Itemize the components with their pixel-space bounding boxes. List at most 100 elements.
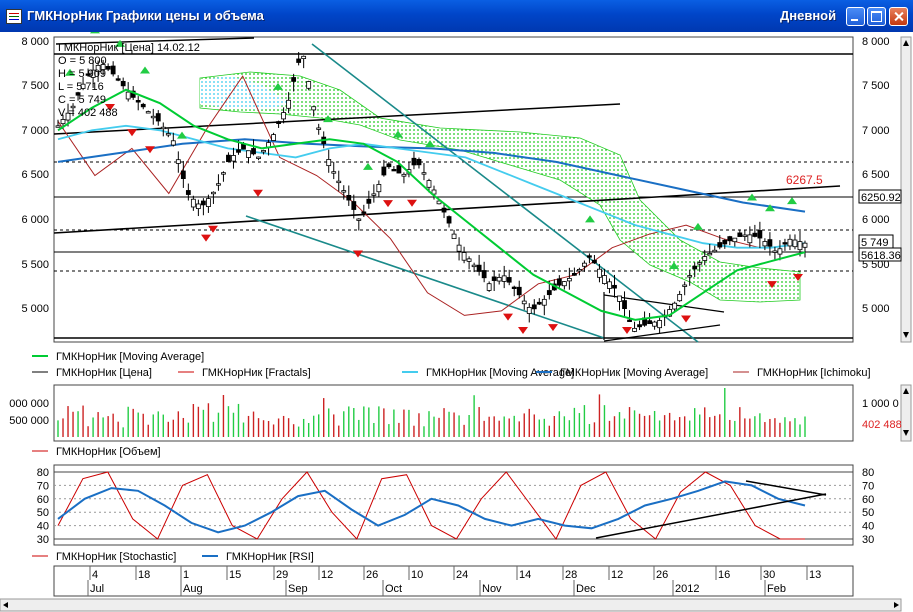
scroll-up-icon[interactable] xyxy=(903,40,909,46)
candle-body xyxy=(110,65,116,75)
close-button[interactable] xyxy=(889,7,908,26)
fractal-up-icon xyxy=(787,197,797,205)
candlestick-series xyxy=(55,52,808,334)
candle-body xyxy=(592,259,597,264)
volume-bars xyxy=(57,388,806,437)
candle-body xyxy=(301,55,307,59)
fractal-up-icon xyxy=(363,162,373,170)
scroll-right-icon[interactable] xyxy=(894,602,899,608)
candle-body xyxy=(647,320,652,325)
fractal-up-icon xyxy=(425,140,435,148)
candle-body xyxy=(506,277,512,283)
legend-ichimoku[interactable]: ГМКНорНик [Ichimoku] xyxy=(757,367,871,379)
day-label: 30 xyxy=(763,569,775,581)
candle-body xyxy=(672,302,678,310)
candle-body xyxy=(70,105,76,109)
legend-fractals[interactable]: ГМКНорНик [Fractals] xyxy=(202,367,311,379)
period-label[interactable]: Дневной xyxy=(780,8,837,23)
close-value: C = 5 749 xyxy=(58,94,106,106)
candle-body xyxy=(722,239,728,245)
price-tick: 5 500 xyxy=(862,259,890,271)
legend-rsi[interactable]: ГМКНорНик [RSI] xyxy=(226,551,314,563)
candle-body xyxy=(120,80,126,87)
volume-scrollbar[interactable] xyxy=(900,384,912,442)
maximize-button[interactable] xyxy=(867,7,886,26)
high-value: H = 5 909 xyxy=(58,68,106,80)
legend-stochastic[interactable]: ГМКНорНик [Stochastic] xyxy=(56,551,176,563)
fractal-down-icon xyxy=(383,200,393,208)
fractal-up-icon xyxy=(393,130,403,138)
candle-body xyxy=(256,156,261,159)
candle-body xyxy=(296,58,302,63)
osc-tick: 60 xyxy=(37,494,49,506)
candle-body xyxy=(140,103,146,108)
chart-canvas[interactable]: ГМКНорНик [Цена] 14.02.12 O = 5 800 H = … xyxy=(0,32,913,612)
candle-body xyxy=(476,264,482,272)
candle-body xyxy=(431,189,437,195)
osc-tick: 30 xyxy=(862,534,874,546)
candle-body xyxy=(351,201,357,210)
candle-body xyxy=(221,172,226,175)
candle-body xyxy=(597,268,602,278)
scroll-left-icon[interactable] xyxy=(3,602,8,608)
candle-body xyxy=(461,252,467,261)
legend-cyan-ma[interactable]: ГМКНорНик [Moving Average] xyxy=(426,367,574,379)
fractal-markers xyxy=(65,32,803,334)
candle-body xyxy=(135,100,141,103)
osc-tick: 70 xyxy=(37,480,49,492)
oscillator-grid xyxy=(54,471,853,540)
candle-body xyxy=(757,230,763,239)
fractal-down-icon xyxy=(681,315,691,323)
price-scrollbar[interactable] xyxy=(900,36,912,343)
candle-body xyxy=(165,133,171,136)
candle-body xyxy=(486,283,492,291)
rsi-trendline-down xyxy=(745,480,827,496)
candle-body xyxy=(541,298,547,306)
candle-body xyxy=(366,198,372,204)
candle-body xyxy=(211,191,216,195)
candle-body xyxy=(446,216,452,224)
scroll-down-icon[interactable] xyxy=(903,332,909,338)
candle-body xyxy=(802,242,808,248)
minimize-button[interactable] xyxy=(846,7,865,26)
candle-body xyxy=(401,173,407,177)
legend-green-ma[interactable]: ГМКНорНик [Moving Average] xyxy=(56,351,204,363)
volume-scroll-up-icon[interactable] xyxy=(903,388,909,394)
legend-blue-ma[interactable]: ГМКНорНик [Moving Average] xyxy=(560,367,708,379)
candle-body xyxy=(516,286,522,296)
horizontal-scrollbar[interactable] xyxy=(0,598,902,612)
trend-lines xyxy=(53,37,841,343)
candle-body xyxy=(762,241,768,247)
last-label-6250: 6250.92 xyxy=(861,192,901,204)
candle-body xyxy=(742,234,748,237)
candle-body xyxy=(231,155,236,162)
month-label: Oct xyxy=(385,583,402,595)
osc-tick: 30 xyxy=(37,534,49,546)
fractal-up-icon xyxy=(693,222,703,230)
volume-scroll-down-icon[interactable] xyxy=(903,430,909,436)
candle-body xyxy=(386,163,392,168)
candle-body xyxy=(371,193,377,196)
candle-body xyxy=(466,258,472,262)
window-title-bar[interactable]: ГМКНорНик Графики цены и объема Дневной xyxy=(0,0,913,32)
fractal-down-icon xyxy=(622,327,632,334)
candle-body xyxy=(125,91,131,100)
candle-body xyxy=(471,264,477,268)
candle-body xyxy=(336,180,342,184)
chart-app-icon[interactable] xyxy=(6,9,22,24)
oscillator-lines xyxy=(57,471,806,540)
candle-body xyxy=(571,273,577,276)
price-tick: 6 500 xyxy=(862,169,890,181)
legend-volume[interactable]: ГМКНорНик [Объем] xyxy=(56,446,161,458)
osc-tick: 80 xyxy=(37,467,49,479)
legend-price[interactable]: ГМКНорНик [Цена] xyxy=(56,367,152,379)
candle-body xyxy=(692,265,698,270)
fractal-up-icon xyxy=(273,82,283,90)
oscillator-legend[interactable]: ГМКНорНик [Stochastic] ГМКНорНик [RSI] xyxy=(32,551,314,563)
candle-body xyxy=(391,169,397,172)
candle-body xyxy=(261,150,266,153)
indicator-legend[interactable]: ГМКНорНик [Moving Average] ГМКНорНик [Це… xyxy=(32,351,871,379)
fractal-down-icon xyxy=(548,324,558,332)
candle-body xyxy=(526,306,532,314)
day-label: 18 xyxy=(138,569,150,581)
